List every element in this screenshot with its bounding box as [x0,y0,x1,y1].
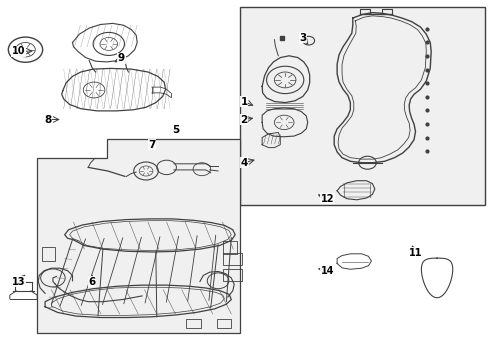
Text: 2: 2 [241,114,247,125]
Text: 14: 14 [320,266,334,276]
Text: 10: 10 [12,46,25,56]
Bar [223,253,242,265]
Text: 4: 4 [240,158,248,168]
Bar [217,319,231,328]
Text: 5: 5 [172,125,179,135]
Text: 3: 3 [299,33,306,43]
Text: 1: 1 [241,96,247,107]
Bar [42,247,55,261]
Text: 6: 6 [89,276,96,287]
Text: 11: 11 [409,248,422,258]
Text: 8: 8 [45,114,51,125]
Text: 12: 12 [320,194,334,204]
Text: 13: 13 [12,276,25,287]
Polygon shape [37,139,240,333]
Bar [223,269,242,281]
Bar [186,319,201,328]
Bar [240,7,485,205]
Text: 7: 7 [148,140,156,150]
Text: 9: 9 [118,53,125,63]
Bar [223,241,237,254]
